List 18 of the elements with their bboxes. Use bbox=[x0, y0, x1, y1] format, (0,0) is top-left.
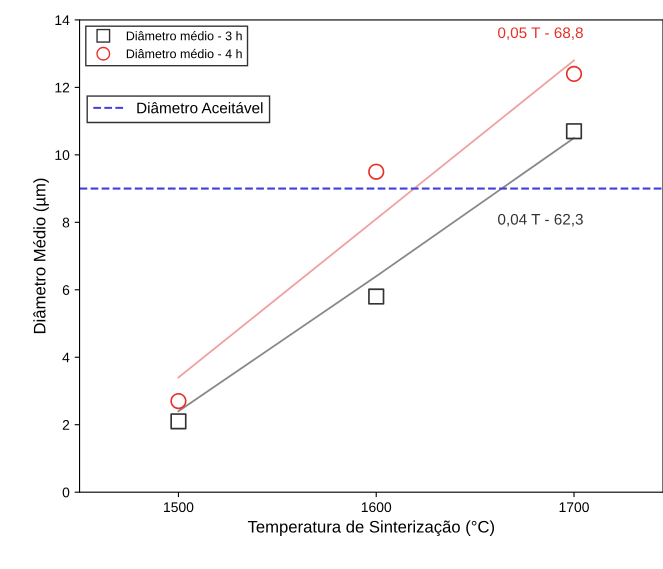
annotation: 0,05 T - 68,8 bbox=[498, 27, 583, 40]
y-tick-label: 10 bbox=[55, 150, 70, 160]
y-tick-label: 4 bbox=[62, 352, 70, 362]
y-tick-label: 8 bbox=[62, 218, 70, 228]
x-axis-title: Temperatura de Sinterização (°C) bbox=[248, 520, 494, 536]
annotation: 0,04 T - 62,3 bbox=[498, 214, 583, 226]
legend-label: Diâmetro médio - 3 h bbox=[126, 31, 242, 40]
x-tick-label: 1500 bbox=[164, 502, 194, 512]
legend-label: Diâmetro Aceitável bbox=[137, 102, 262, 114]
y-tick-label: 0 bbox=[62, 488, 70, 498]
y-tick-label: 6 bbox=[62, 285, 70, 295]
y-axis-title: Diâmetro Médio (µm) bbox=[33, 178, 49, 334]
y-tick-label: 12 bbox=[55, 82, 70, 92]
y-tick-label: 14 bbox=[55, 15, 70, 25]
x-tick-label: 1600 bbox=[362, 502, 392, 512]
y-tick-label: 2 bbox=[62, 420, 70, 430]
x-tick-label: 1700 bbox=[560, 502, 589, 512]
legend-label: Diâmetro médio - 4 h bbox=[126, 48, 242, 58]
